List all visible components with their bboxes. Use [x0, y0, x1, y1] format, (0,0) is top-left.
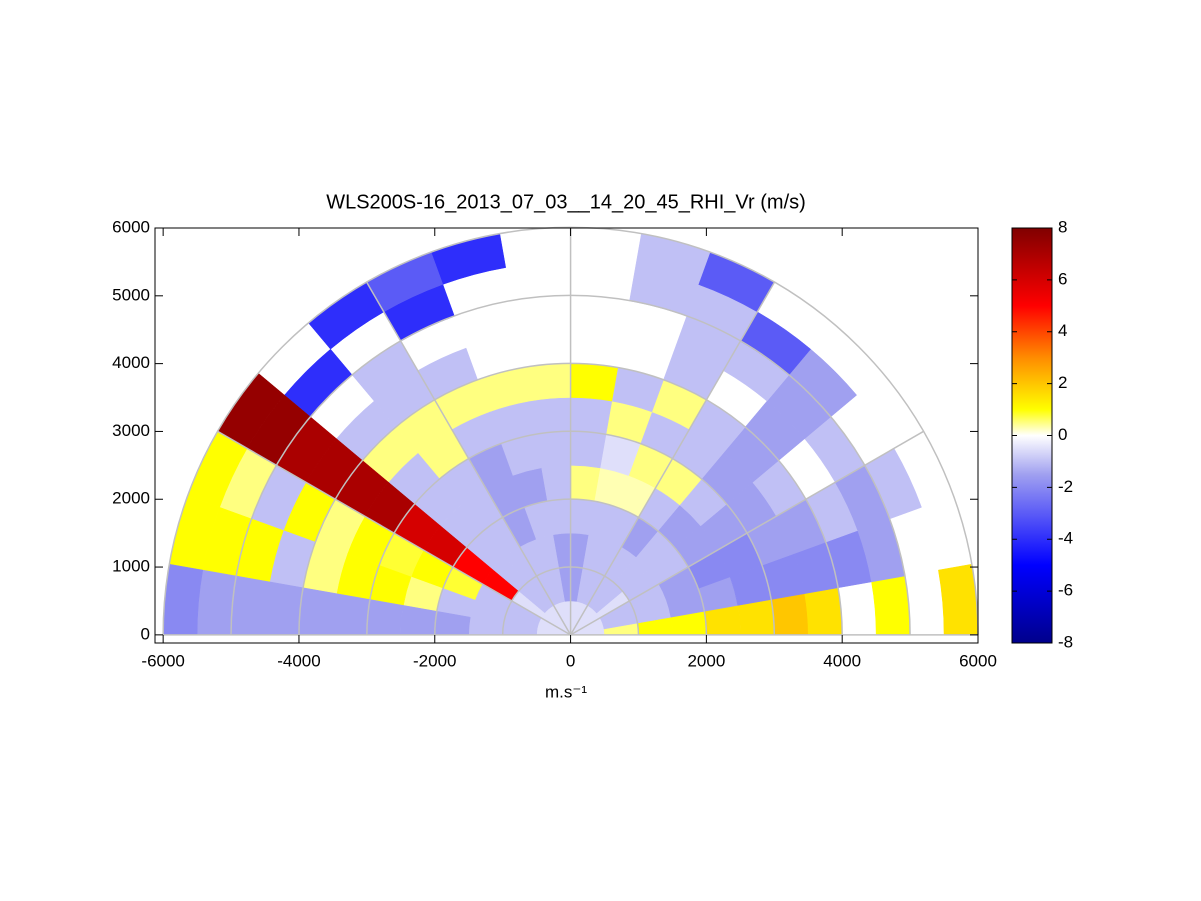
angle-spoke — [217, 430, 571, 636]
x-axis-label: m.s⁻¹ — [545, 682, 587, 701]
colorbar-tick-label: 8 — [1058, 217, 1067, 236]
velocity-cell — [570, 397, 613, 435]
x-tick-label: -2000 — [413, 651, 456, 670]
velocity-cell — [871, 575, 911, 636]
x-tick-label: 6000 — [959, 651, 997, 670]
velocity-cell — [737, 599, 775, 636]
velocity-cell — [529, 397, 571, 435]
x-tick-label: -6000 — [141, 651, 184, 670]
velocity-cell — [770, 593, 809, 636]
colorbar-tick-label: 6 — [1058, 269, 1067, 288]
velocity-cell — [938, 563, 979, 636]
y-tick-label: 1000 — [112, 557, 150, 576]
y-tick-label: 6000 — [112, 217, 150, 236]
velocity-cell — [570, 363, 619, 402]
y-tick-label: 4000 — [112, 353, 150, 372]
velocity-cell — [230, 575, 270, 636]
y-tick-label: 2000 — [112, 489, 150, 508]
y-tick-label: 3000 — [112, 421, 150, 440]
x-tick-label: 0 — [566, 651, 575, 670]
colorbar-tick-label: -6 — [1058, 581, 1073, 600]
angle-spoke — [366, 282, 572, 636]
cells — [162, 233, 979, 636]
x-tick-label: 4000 — [823, 651, 861, 670]
velocity-cell — [804, 587, 843, 636]
velocity-cell — [264, 581, 304, 636]
colorbar-tick-label: 0 — [1058, 425, 1067, 444]
colorbar-tick-label: -2 — [1058, 477, 1073, 496]
velocity-cell — [366, 599, 404, 636]
velocity-cell — [523, 363, 571, 402]
angle-spoke — [569, 282, 775, 636]
velocity-cell — [162, 563, 204, 636]
y-tick-label: 0 — [141, 624, 150, 643]
colorbar-tick-label: 2 — [1058, 373, 1067, 392]
colorbar-tick-label: -4 — [1058, 529, 1073, 548]
chart-title: WLS200S-16_2013_07_03__14_20_45_RHI_Vr (… — [326, 191, 806, 213]
colorbar — [1011, 227, 1053, 644]
angle-spoke — [570, 430, 924, 636]
colorbar-tick-label: -8 — [1058, 632, 1073, 651]
x-tick-label: 2000 — [687, 651, 725, 670]
colorbar-tick-label: 4 — [1058, 321, 1067, 340]
velocity-cell — [534, 431, 571, 469]
velocity-cell — [332, 593, 371, 636]
axes-box — [154, 227, 979, 644]
x-tick-label: -4000 — [277, 651, 320, 670]
velocity-cell — [196, 569, 237, 636]
y-tick-label: 5000 — [112, 285, 150, 304]
velocity-cell — [570, 431, 607, 469]
velocity-cell — [298, 587, 337, 636]
